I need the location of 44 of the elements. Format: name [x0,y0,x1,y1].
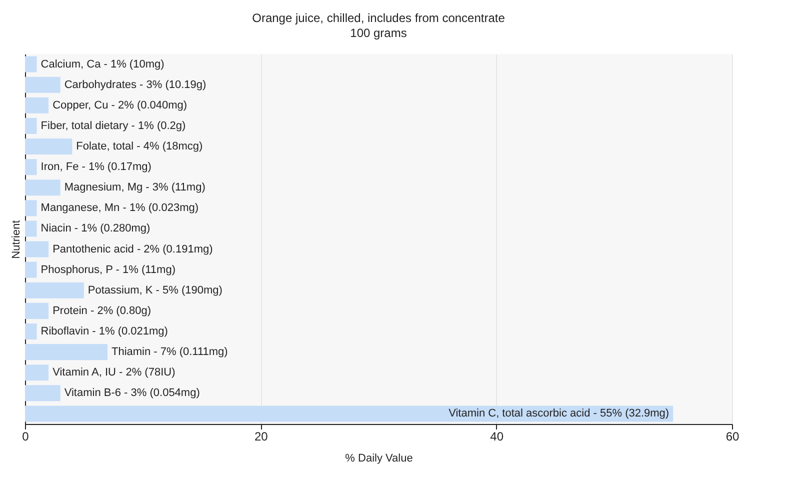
bar [25,241,49,258]
bar [25,118,37,134]
category-label: Pantothenic acid - 2% (0.191mg) [52,243,213,256]
x-axis-title: % Daily Value [345,452,413,464]
category-label: Fiber, total dietary - 1% (0.2g) [40,120,186,132]
category-label: Folate, total - 4% (18mcg) [76,140,203,152]
x-tick-label: 20 [254,430,268,444]
bar [25,262,37,278]
category-label: Magnesium, Mg - 3% (11mg) [64,182,206,194]
category-label: Copper, Cu - 2% (0.040mg) [52,99,188,112]
category-label: Phosphorus, P - 1% (11mg) [40,264,176,276]
category-label: Vitamin C, total ascorbic acid - 55% (32.9mg) [448,408,670,420]
category-label: Iron, Fe - 1% (0.17mg) [40,161,152,174]
category-label: Niacin - 1% (0.280mg) [40,222,150,235]
bar [25,344,108,360]
bar [25,200,37,216]
category-label: Protein - 2% (0.80g) [52,304,152,317]
category-label: Calcium, Ca - 1% (10mg) [40,58,164,70]
bar [25,97,49,114]
category-label: Potassium, K - 5% (190mg) [88,284,222,296]
category-label: Thiamin - 7% (0.111mg) [111,346,228,358]
bar [25,138,72,155]
bar [25,180,60,196]
bar [25,385,60,402]
chart-subtitle: 100 grams [350,26,407,40]
bar [25,220,37,237]
x-tick-label: 0 [22,430,30,444]
bar [25,364,49,381]
bar [25,159,37,176]
bar [25,323,37,340]
category-label: Vitamin B-6 - 3% (0.054mg) [64,387,200,400]
category-label: Vitamin A, IU - 2% (78IU) [52,366,176,379]
x-tick-label: 60 [726,430,740,444]
y-axis-title: Nutrient [10,220,22,259]
category-label: Riboflavin - 1% (0.021mg) [40,326,168,338]
category-label: Manganese, Mn - 1% (0.023mg) [40,202,199,214]
x-tick-label: 40 [490,430,504,444]
bar [25,406,674,422]
bar [25,282,84,298]
bar [25,76,60,93]
bar [25,56,37,72]
category-label: Carbohydrates - 3% (10.19g) [64,78,206,91]
chart-title: Orange juice, chilled, includes from concentrate [252,11,506,25]
bar [25,302,49,319]
